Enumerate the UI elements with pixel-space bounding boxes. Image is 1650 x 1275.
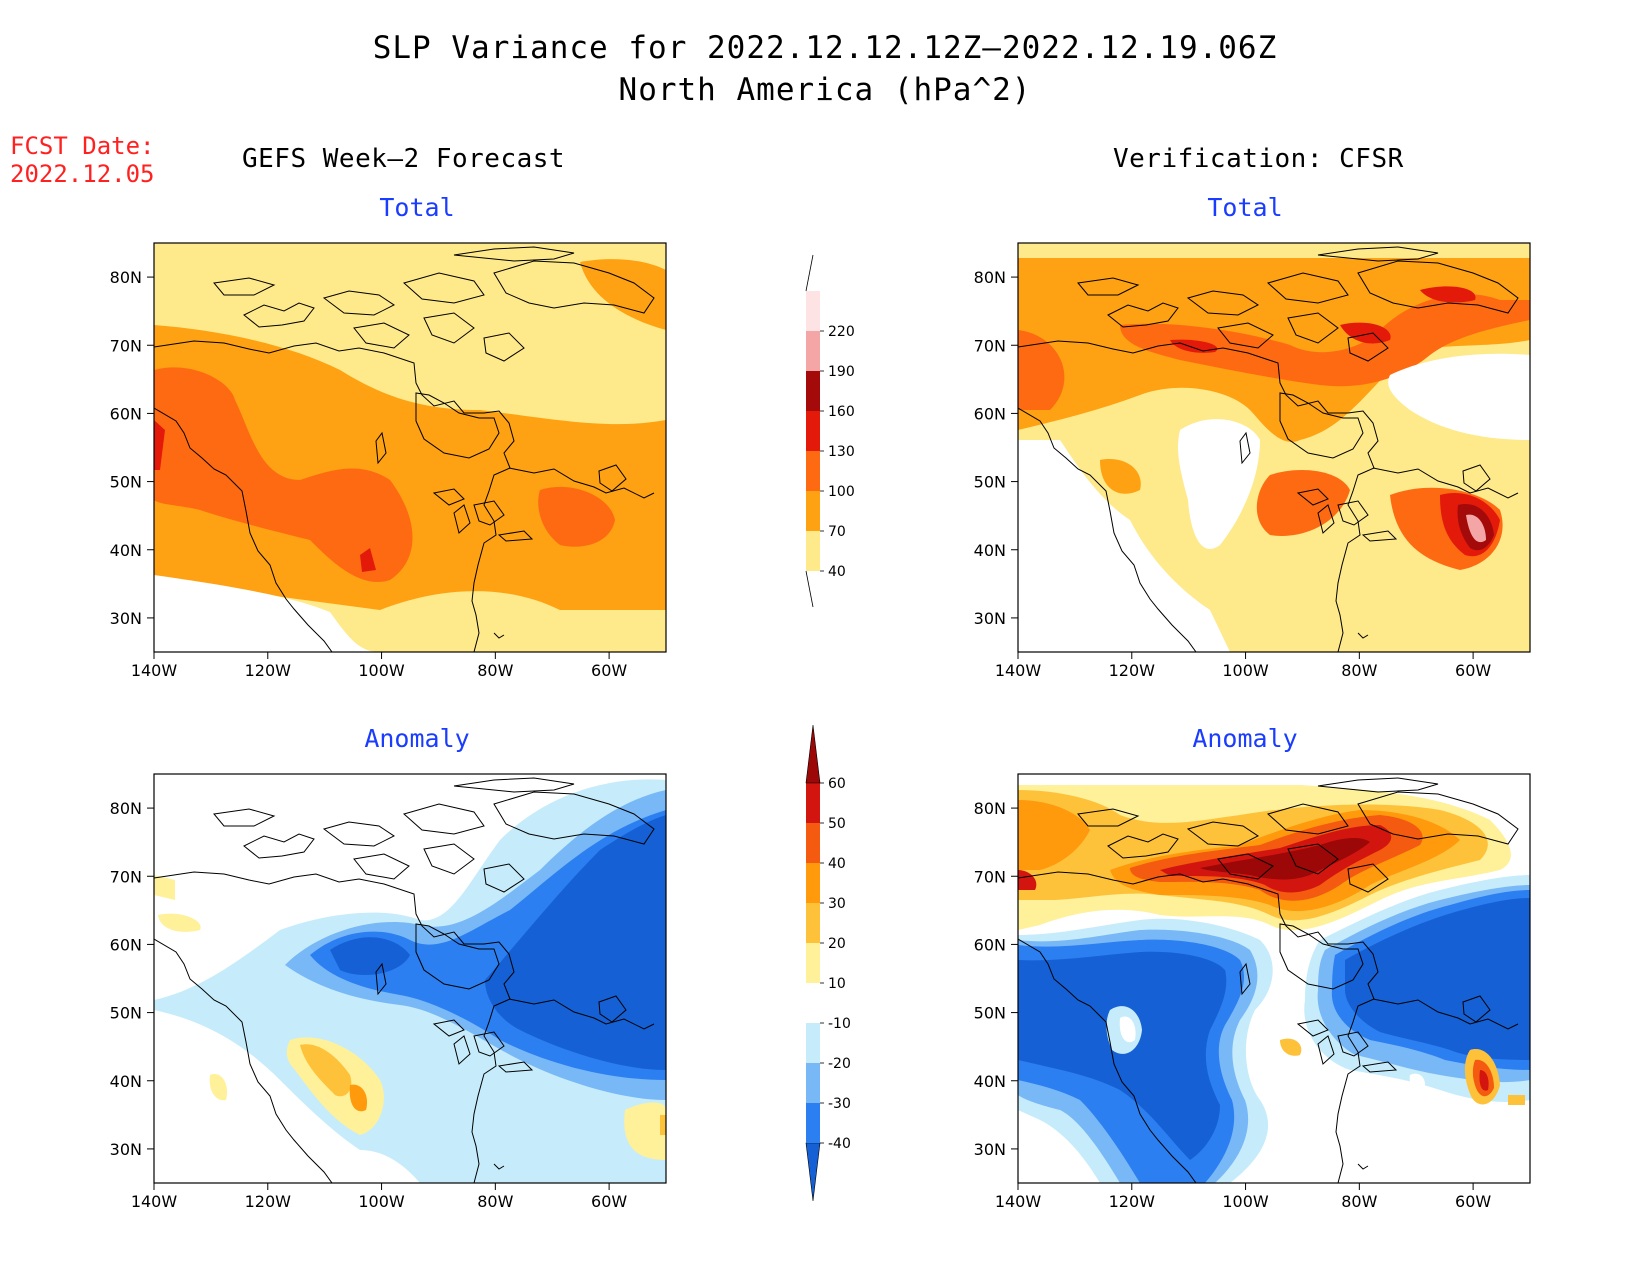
- lon-label: 140W: [995, 661, 1042, 680]
- colorbar-label: 70: [828, 524, 846, 540]
- lat-label: 50N: [110, 1004, 142, 1023]
- lat-label: 30N: [110, 609, 142, 628]
- lon-label: 120W: [245, 1192, 292, 1211]
- lat-label: 40N: [110, 1072, 142, 1091]
- lat-label: 80N: [110, 799, 142, 818]
- lat-label: 40N: [974, 541, 1006, 560]
- lat-label: 70N: [974, 336, 1006, 355]
- colorbar-swatch: [806, 531, 820, 571]
- lon-label: 100W: [358, 661, 405, 680]
- map-verif-anomaly: [1017, 773, 1531, 1184]
- fcst-date-label: FCST Date:: [10, 132, 155, 160]
- lon-label: 80W: [1341, 661, 1377, 680]
- colorbar-swatch: [806, 1103, 820, 1143]
- lat-label: 80N: [974, 268, 1006, 287]
- lat-label: 70N: [974, 867, 1006, 886]
- colorbar-swatch: [806, 491, 820, 531]
- map-verif-total: [1017, 242, 1531, 653]
- colorbar-label: 130: [828, 444, 855, 460]
- colorbar-label: 20: [828, 936, 846, 952]
- colorbar-swatch: [805, 1142, 821, 1202]
- colorbar-swatch: [806, 823, 820, 863]
- panel-title-fcst-anomaly: Anomaly: [364, 724, 470, 753]
- colorbar-end: [805, 570, 814, 608]
- colorbar-label: 10: [828, 976, 846, 992]
- lat-label: 40N: [974, 1072, 1006, 1091]
- lon-label: 100W: [1222, 661, 1269, 680]
- colorbar-label: 50: [828, 816, 846, 832]
- colorbar-label: 190: [828, 364, 855, 380]
- lon-label: 100W: [1222, 1192, 1269, 1211]
- lat-label: 60N: [110, 935, 142, 954]
- lon-label: 60W: [591, 661, 627, 680]
- colorbar-label: 40: [828, 856, 846, 872]
- lat-label: 50N: [110, 473, 142, 492]
- lat-label: 50N: [974, 473, 1006, 492]
- colorbar-swatch: [806, 863, 820, 903]
- lat-label: 40N: [110, 541, 142, 560]
- lon-label: 120W: [245, 661, 292, 680]
- colorbar-label: 30: [828, 896, 846, 912]
- colorbar-anomaly: -40 -30 -20 -10 10 20 30 40 50 60: [805, 724, 851, 1202]
- lat-label: 30N: [110, 1140, 142, 1159]
- colorbar-swatch: [806, 1063, 820, 1103]
- lon-label: 80W: [1341, 1192, 1377, 1211]
- lon-label: 60W: [591, 1192, 627, 1211]
- lon-label: 60W: [1455, 661, 1491, 680]
- colorbar-swatch: [806, 371, 820, 411]
- lon-label: 80W: [477, 1192, 513, 1211]
- lon-label: 120W: [1109, 1192, 1156, 1211]
- colorbar-swatch: [806, 903, 820, 943]
- colorbar-swatch: [806, 411, 820, 451]
- panel-title-fcst-total: Total: [379, 193, 455, 222]
- panel-title-verif-total: Total: [1207, 193, 1283, 222]
- lat-label: 30N: [974, 1140, 1006, 1159]
- lat-label: 30N: [974, 609, 1006, 628]
- lat-label: 80N: [110, 268, 142, 287]
- lat-label: 60N: [110, 404, 142, 423]
- map-fcst-total: [153, 242, 667, 653]
- axes-layer: 80N 70N 60N 50N 40N 30N 140W 120W 100W 80W 60W 80N 7…: [110, 268, 1492, 1211]
- colorbar-label: 220: [828, 324, 855, 340]
- lat-label: 70N: [110, 336, 142, 355]
- colorbar-label: -20: [828, 1056, 851, 1072]
- lat-label: 60N: [974, 404, 1006, 423]
- lon-label: 140W: [131, 661, 178, 680]
- colorbar-end: [805, 254, 814, 292]
- colorbar-total: 40 70 100 130 160 190 220: [805, 254, 855, 608]
- lon-label: 120W: [1109, 661, 1156, 680]
- colorbar-swatch: [806, 331, 820, 371]
- left-column-title: GEFS Week—2 Forecast: [242, 144, 566, 174]
- colorbar-label: 160: [828, 404, 855, 420]
- colorbar-swatch: [806, 983, 820, 1023]
- lon-label: 80W: [477, 661, 513, 680]
- lat-label: 80N: [974, 799, 1006, 818]
- colorbar-label: -10: [828, 1016, 851, 1032]
- colorbar-swatch: [806, 291, 820, 331]
- lat-label: 60N: [974, 935, 1006, 954]
- lat-label: 50N: [974, 1004, 1006, 1023]
- main-title: SLP Variance for 2022.12.12.12Z—2022.12.…: [372, 30, 1278, 66]
- panel-title-verif-anomaly: Anomaly: [1192, 724, 1298, 753]
- colorbar-label: 60: [828, 776, 846, 792]
- lon-label: 140W: [131, 1192, 178, 1211]
- lon-label: 100W: [358, 1192, 405, 1211]
- colorbar-label: -30: [828, 1096, 851, 1112]
- colorbar-swatch: [806, 783, 820, 823]
- lat-label: 70N: [110, 867, 142, 886]
- fcst-date-value: 2022.12.05: [10, 160, 155, 188]
- colorbar-swatch: [806, 451, 820, 491]
- colorbar-swatch: [805, 724, 821, 784]
- right-column-title: Verification: CFSR: [1113, 144, 1404, 174]
- colorbar-label: 100: [828, 484, 855, 500]
- main-subtitle: North America (hPa^2): [618, 72, 1032, 108]
- colorbar-label: -40: [828, 1136, 851, 1152]
- colorbar-swatch: [806, 1023, 820, 1063]
- lon-label: 60W: [1455, 1192, 1491, 1211]
- colorbar-swatch: [806, 943, 820, 983]
- colorbar-label: 40: [828, 564, 846, 580]
- map-fcst-anomaly: [153, 773, 667, 1184]
- lon-label: 140W: [995, 1192, 1042, 1211]
